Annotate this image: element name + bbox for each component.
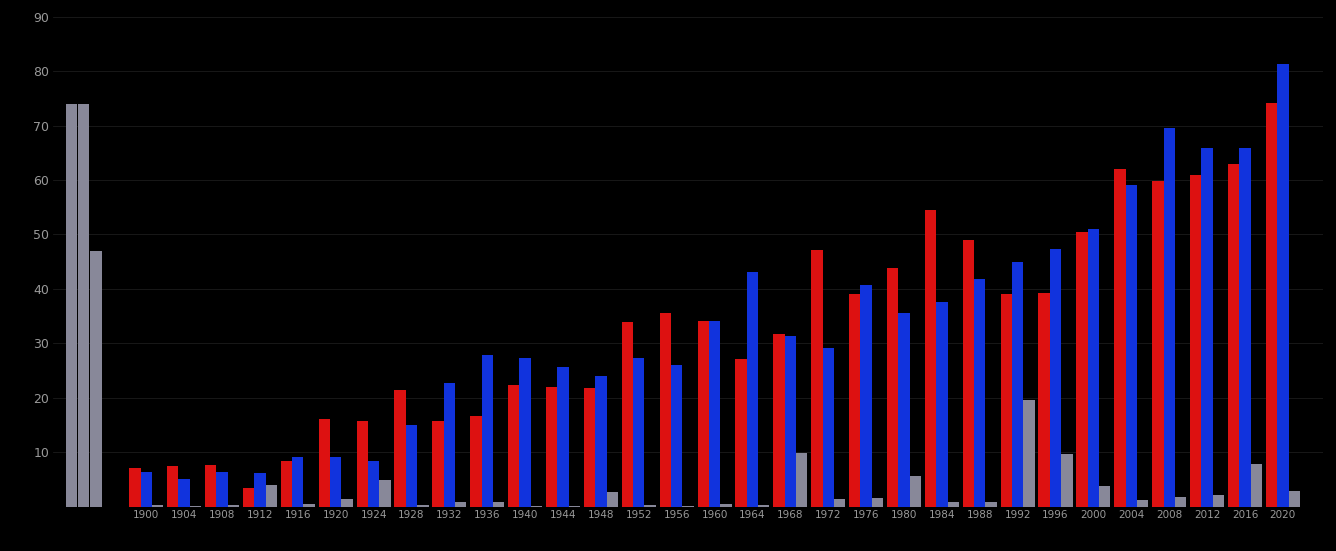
Bar: [720, 504, 732, 507]
Bar: [493, 502, 504, 507]
Bar: [735, 359, 747, 507]
Bar: [456, 502, 466, 507]
Bar: [1050, 249, 1061, 507]
Bar: [433, 421, 444, 507]
Bar: [470, 416, 481, 507]
Bar: [860, 285, 872, 507]
Bar: [1164, 128, 1174, 507]
Bar: [77, 104, 90, 507]
Bar: [1038, 293, 1050, 507]
Bar: [130, 468, 140, 507]
Bar: [887, 268, 898, 507]
Bar: [1288, 491, 1300, 507]
Bar: [1228, 164, 1240, 507]
Bar: [898, 314, 910, 507]
Bar: [963, 240, 974, 507]
Bar: [152, 505, 163, 507]
Bar: [747, 272, 758, 507]
Bar: [406, 425, 417, 507]
Bar: [293, 457, 303, 507]
Bar: [394, 390, 406, 507]
Bar: [342, 499, 353, 507]
Bar: [91, 251, 102, 507]
Bar: [1114, 169, 1126, 507]
Bar: [671, 365, 683, 507]
Bar: [872, 498, 883, 507]
Bar: [417, 505, 429, 507]
Bar: [1137, 500, 1149, 507]
Bar: [1265, 102, 1277, 507]
Bar: [140, 472, 152, 507]
Bar: [621, 322, 633, 507]
Bar: [1061, 454, 1073, 507]
Bar: [190, 506, 202, 507]
Bar: [644, 505, 656, 507]
Bar: [520, 358, 530, 507]
Bar: [937, 302, 947, 507]
Bar: [1152, 181, 1164, 507]
Bar: [850, 294, 860, 507]
Bar: [216, 472, 227, 507]
Bar: [357, 422, 367, 507]
Bar: [243, 488, 254, 507]
Bar: [227, 505, 239, 507]
Bar: [367, 461, 379, 507]
Bar: [1011, 262, 1023, 507]
Bar: [444, 383, 456, 507]
Bar: [823, 348, 834, 507]
Bar: [330, 457, 342, 507]
Bar: [1201, 148, 1213, 507]
Bar: [596, 376, 607, 507]
Bar: [811, 250, 823, 507]
Bar: [179, 479, 190, 507]
Bar: [569, 506, 580, 507]
Bar: [607, 492, 619, 507]
Bar: [319, 419, 330, 507]
Bar: [758, 505, 770, 507]
Bar: [910, 476, 921, 507]
Bar: [557, 368, 569, 507]
Bar: [167, 466, 179, 507]
Bar: [709, 321, 720, 507]
Bar: [254, 473, 266, 507]
Bar: [683, 506, 693, 507]
Bar: [379, 480, 390, 507]
Bar: [784, 336, 796, 507]
Bar: [481, 355, 493, 507]
Bar: [584, 387, 596, 507]
Bar: [1213, 495, 1224, 507]
Bar: [633, 358, 644, 507]
Bar: [546, 387, 557, 507]
Bar: [266, 484, 277, 507]
Bar: [1250, 464, 1263, 507]
Bar: [204, 465, 216, 507]
Bar: [974, 279, 986, 507]
Bar: [1240, 148, 1250, 507]
Bar: [65, 104, 77, 507]
Bar: [986, 502, 997, 507]
Bar: [925, 210, 937, 507]
Bar: [1126, 186, 1137, 507]
Bar: [530, 506, 542, 507]
Bar: [1100, 485, 1110, 507]
Bar: [774, 334, 784, 507]
Bar: [508, 385, 520, 507]
Bar: [660, 313, 671, 507]
Bar: [1190, 175, 1201, 507]
Bar: [303, 504, 315, 507]
Bar: [1174, 496, 1186, 507]
Bar: [834, 499, 846, 507]
Bar: [1001, 294, 1011, 507]
Bar: [1088, 229, 1100, 507]
Bar: [1023, 399, 1034, 507]
Bar: [281, 461, 293, 507]
Bar: [697, 321, 709, 507]
Bar: [796, 453, 807, 507]
Bar: [947, 502, 959, 507]
Bar: [1077, 232, 1088, 507]
Bar: [1277, 64, 1288, 507]
